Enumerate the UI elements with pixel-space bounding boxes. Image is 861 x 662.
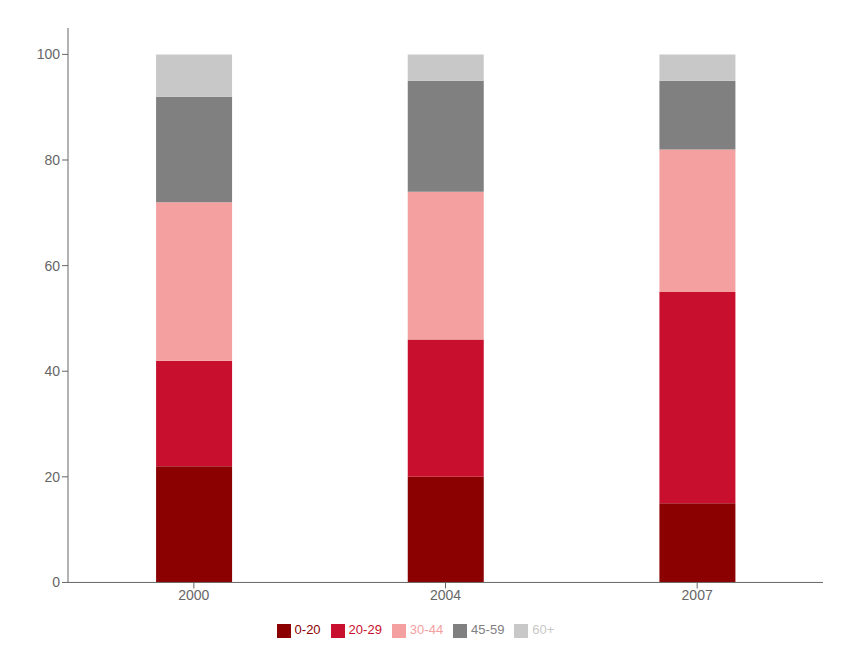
- svg-text:0: 0: [52, 574, 60, 590]
- html-text:60+: 60+: [532, 622, 555, 638]
- html-text:20-29: 20-29: [348, 622, 382, 638]
- html-text:45-59: 45-59: [471, 622, 505, 638]
- svg-text:100: 100: [37, 46, 61, 62]
- html-text:0-20: 0-20: [294, 622, 321, 638]
- html-text:30-44: 30-44: [409, 622, 444, 638]
- svg-text:2004: 2004: [430, 587, 461, 603]
- svg-text:80: 80: [44, 152, 60, 168]
- svg-text:20: 20: [44, 469, 60, 485]
- svg-text:40: 40: [44, 363, 60, 379]
- svg-text:2000: 2000: [178, 587, 209, 603]
- svg-text:2007: 2007: [682, 587, 713, 603]
- svg-text:60: 60: [44, 258, 60, 274]
